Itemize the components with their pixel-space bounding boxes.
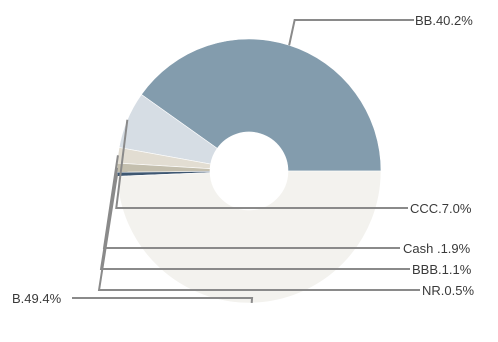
leader-line-b-49-4: [72, 297, 254, 304]
slices-group: [116, 38, 382, 304]
slice-label-b-49-4: B.49.4%: [12, 291, 62, 306]
leader-line-bb-40-2: [288, 19, 414, 46]
slice-label-bb-40-2: BB.40.2%: [415, 13, 473, 28]
leader-line-ccc-7-0: [115, 119, 408, 209]
slice-label-ccc-7-0: CCC.7.0%: [410, 201, 472, 216]
slice-label-nr-0-5: NR.0.5%: [422, 283, 474, 298]
leader-lines-group: [72, 19, 420, 304]
leader-line-nr-0-5: [97, 174, 420, 291]
leader-line-bbb-1-1: [99, 167, 410, 270]
slice-label-cash-1-9: Cash .1.9%: [403, 241, 471, 256]
slice-bb-40-2: [141, 38, 382, 172]
slice-label-bbb-1-1: BBB.1.1%: [412, 262, 472, 277]
slice-b-49-4: [116, 170, 382, 304]
slice-labels-group: BB.40.2% CCC.7.0% Cash .1.9% BBB.1.1% NR.0.5…: [12, 13, 474, 306]
